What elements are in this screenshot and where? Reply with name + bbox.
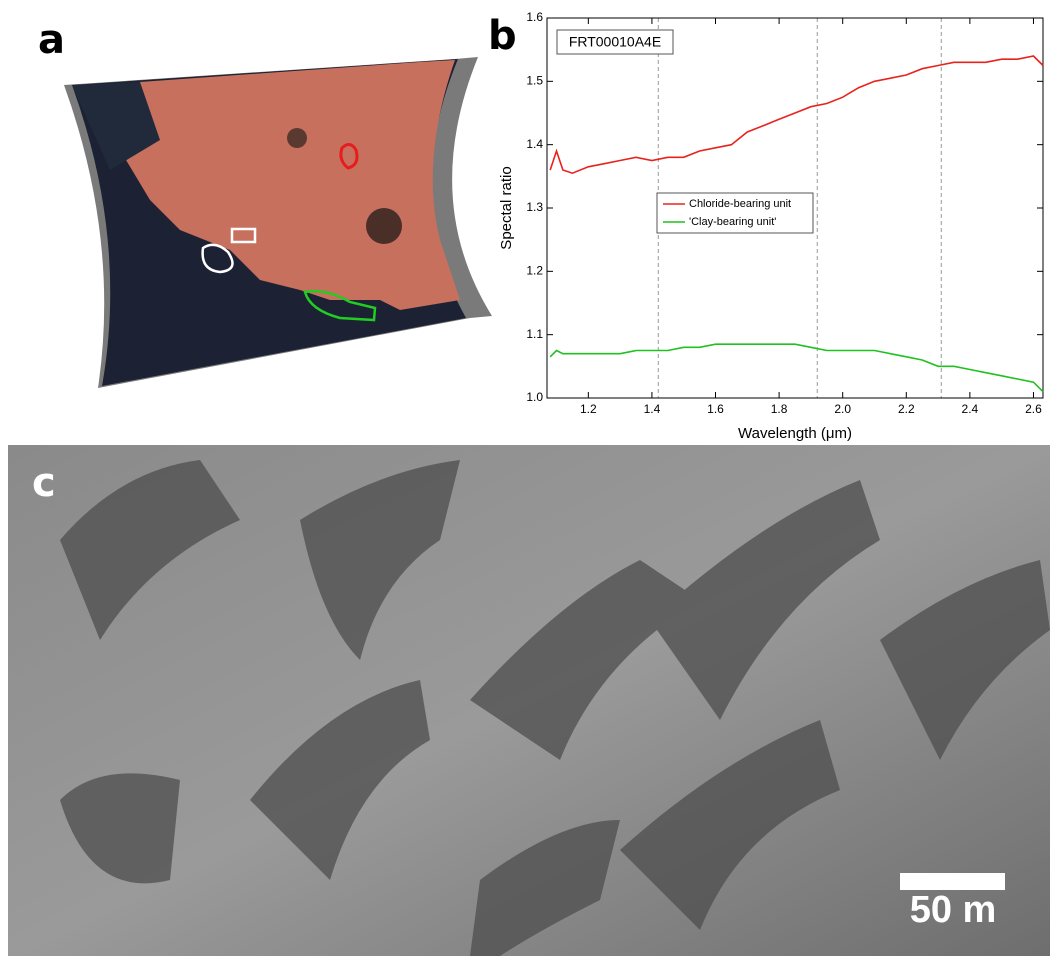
legend-label: 'Clay-bearing unit' (689, 216, 776, 228)
annotation: FRT00010A4E (569, 34, 661, 50)
x-tick-label: 1.8 (771, 402, 788, 416)
legend-label: Chloride-bearing unit (689, 198, 791, 210)
y-tick-label: 1.5 (526, 74, 543, 88)
x-tick-label: 2.2 (898, 402, 915, 416)
figure: a b c 50 m 1.21.41.61.82.02.22.42.61.01.… (0, 0, 1050, 956)
x-axis-title: Wavelength (μm) (738, 425, 852, 442)
page: a b c 50 m 1.21.41.61.82.02.22.42.61.01.… (0, 0, 1050, 956)
series-line (550, 344, 1043, 392)
y-tick-label: 1.3 (526, 200, 543, 214)
scale-bar-label: 50 m (910, 889, 997, 931)
series-line (550, 56, 1043, 173)
y-tick-label: 1.6 (526, 10, 543, 24)
panel-label: c (32, 460, 56, 506)
y-axis-title: Spectal ratio (498, 166, 515, 249)
x-tick-label: 2.6 (1025, 402, 1042, 416)
spectra-chart: 1.2 1.4 1.6 1.8 2.0 2.2 2.4 2.6 1.0 1.1 1.2 1.3 1.4 1… (498, 10, 1043, 442)
hirise-image (8, 445, 1050, 956)
x-tick-label: 1.6 (707, 402, 724, 416)
x-tick-label: 1.2 (580, 402, 597, 416)
x-tick-label: 1.4 (644, 402, 661, 416)
panel-label: b (488, 13, 517, 59)
panel-label: a (38, 17, 65, 63)
x-tick-label: 2.0 (834, 402, 851, 416)
y-tick-label: 1.0 (526, 390, 543, 404)
y-tick-label: 1.4 (526, 137, 543, 151)
crism-image (64, 57, 492, 388)
y-tick-label: 1.2 (526, 264, 543, 278)
x-tick-label: 2.4 (962, 402, 979, 416)
y-tick-label: 1.1 (526, 327, 543, 341)
